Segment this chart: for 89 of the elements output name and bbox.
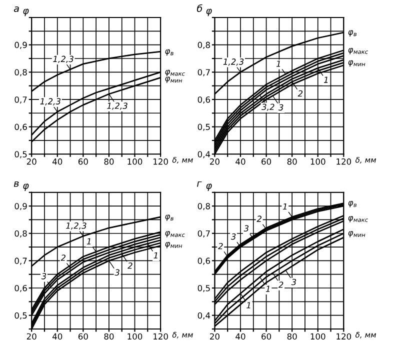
annotation: 3: [41, 273, 46, 280]
y-tick-label: 0,7: [14, 258, 27, 265]
annotation: 1: [266, 286, 270, 292]
y-tick-label: 0,5: [14, 151, 27, 158]
annotation: 3: [114, 269, 120, 276]
x-tick-label: 40: [52, 158, 62, 165]
y-axis-title: φ: [206, 8, 212, 16]
x-tick-label: 40: [236, 333, 246, 340]
x-tick-label: 120: [154, 333, 168, 340]
annotation: 3,2: [262, 104, 274, 111]
annotation: 1: [86, 238, 91, 244]
x-tick-label: 60: [78, 333, 88, 340]
y-tick-label: 0,6: [198, 258, 210, 265]
x-tick-label: 80: [104, 158, 114, 165]
x-tick-label: 120: [336, 158, 352, 165]
x-tick-label: 40: [236, 158, 246, 165]
y-tick-label: 0,9: [14, 42, 27, 49]
y-axis-title: φ: [23, 184, 29, 192]
x-tick-label: 20: [210, 158, 220, 165]
chart-title: в: [14, 181, 19, 187]
y-tick-label: 0,6: [14, 124, 27, 131]
annotation: 2: [218, 242, 223, 250]
y-tick-label: 0,8: [14, 230, 27, 238]
annotation: 1,2,3: [223, 58, 244, 66]
x-tick-label: 60: [78, 158, 88, 165]
annotation: 1,2,3: [53, 56, 74, 63]
annotation: φ$_{мин}$: [165, 76, 182, 83]
annotation: φ$_{в}$: [348, 200, 357, 208]
annotation: φ$_{макс}$: [165, 230, 185, 238]
x-tick-label: 20: [26, 158, 36, 165]
annotation: 2: [256, 216, 262, 222]
annotation: φ$_{макс}$: [348, 216, 368, 222]
y-tick-label: 0,4: [198, 151, 210, 158]
chart-title: г: [197, 181, 202, 187]
annotation: 1: [282, 203, 287, 210]
x-tick-label: 20: [210, 333, 220, 340]
annotation: φ$_{мин}$: [348, 60, 366, 67]
annotation: 3: [278, 104, 284, 111]
annotation: φ$_{в}$: [348, 30, 357, 36]
y-axis-title: φ: [206, 184, 212, 192]
annotation: 1: [276, 60, 280, 67]
annotation: 2: [60, 254, 66, 261]
x-tick-label: 40: [52, 333, 62, 340]
annotation: 3: [244, 225, 249, 232]
y-tick-label: 0,6: [198, 96, 210, 104]
x-tick-label: 100: [310, 158, 326, 165]
annotation: φ$_{макс}$: [165, 70, 185, 76]
y-tick-label: 0,6: [14, 284, 27, 292]
y-tick-label: 0,5: [14, 312, 27, 320]
x-tick-label: 60: [262, 333, 272, 340]
annotation: φ$_{в}$: [165, 49, 174, 56]
y-tick-label: 0,4: [198, 312, 210, 320]
y-tick-label: 0,7: [198, 230, 210, 238]
annotation: 1: [154, 252, 158, 258]
x-tick-label: 120: [154, 158, 168, 165]
annotation: 1: [246, 302, 250, 308]
x-tick-label: 100: [310, 333, 326, 340]
annotation: 2: [278, 282, 284, 288]
y-tick-label: 0,8: [198, 42, 210, 49]
chart-title: б: [196, 4, 202, 12]
annotation: 1: [324, 76, 328, 83]
x-tick-label: 80: [287, 158, 297, 165]
annotation: 3: [291, 278, 296, 286]
annotation: 2: [128, 262, 132, 269]
annotation: 1,2,3: [40, 98, 61, 106]
annotation: 1,2,3: [107, 102, 128, 110]
x-tick-label: 80: [104, 333, 114, 340]
x-tick-label: 120: [336, 333, 352, 340]
y-tick-label: 0,5: [198, 124, 210, 131]
annotation: 1,2,3: [66, 222, 86, 230]
chart-title: а: [14, 6, 19, 12]
y-tick-label: 0,9: [14, 203, 27, 210]
annotation: φ$_{мин}$: [348, 230, 366, 238]
annotation: 3: [230, 233, 236, 240]
y-tick-label: 0,7: [14, 96, 27, 104]
y-axis-title: φ: [23, 8, 29, 16]
x-tick-label: 100: [128, 158, 142, 165]
y-tick-label: 0,8: [198, 203, 210, 210]
annotation: 2: [298, 90, 303, 97]
annotation: φ$_{мин}$: [165, 242, 182, 248]
x-tick-label: 80: [287, 333, 297, 340]
y-tick-label: 0,5: [198, 284, 210, 292]
y-tick-label: 0,7: [198, 69, 210, 76]
annotation: φ$_{макс}$: [348, 48, 368, 54]
annotation: φ$_{в}$: [165, 214, 174, 221]
y-tick-label: 0,8: [14, 69, 27, 76]
x-tick-label: 100: [128, 333, 142, 340]
x-tick-label: 20: [26, 333, 36, 340]
x-tick-label: 60: [262, 158, 272, 165]
